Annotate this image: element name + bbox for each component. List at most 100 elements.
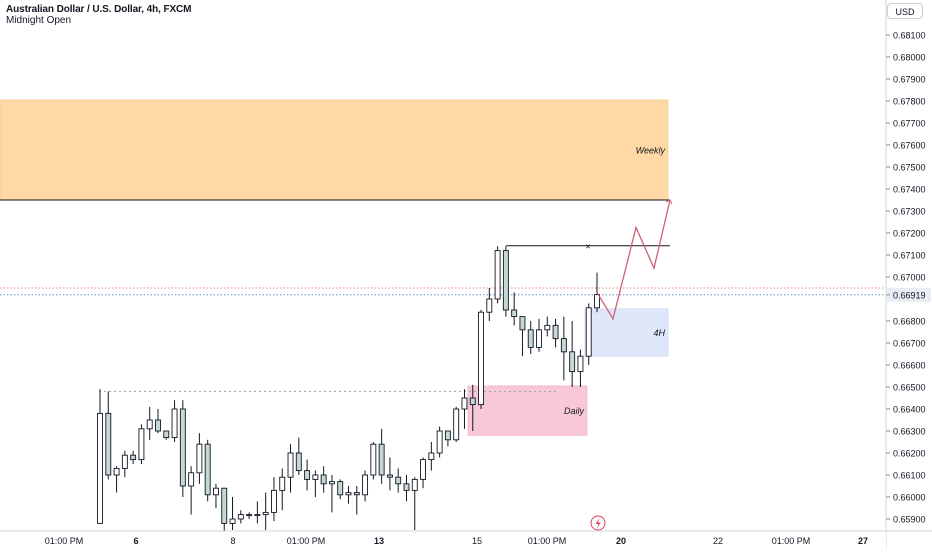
candle[interactable]	[395, 468, 402, 493]
candle[interactable]	[378, 428, 385, 484]
candle[interactable]	[320, 466, 327, 493]
candle[interactable]	[271, 477, 277, 522]
candle[interactable]	[246, 512, 253, 519]
candle-body	[337, 481, 344, 496]
current-price-label: 0.66919	[893, 290, 926, 300]
candle[interactable]	[312, 470, 319, 497]
time-tick-label: 01:00 PM	[45, 536, 84, 546]
candle[interactable]	[188, 466, 195, 515]
candle[interactable]	[536, 318, 542, 352]
time-tick-label: 01:00 PM	[772, 536, 811, 546]
lightning-icon-bolt	[595, 518, 601, 529]
candle-body	[544, 324, 551, 331]
candle[interactable]	[494, 246, 501, 304]
zone-4h[interactable]	[584, 308, 669, 357]
candle[interactable]	[370, 442, 377, 480]
candle-body	[138, 428, 145, 461]
time-tick-label: 6	[133, 536, 138, 546]
candle[interactable]	[155, 409, 161, 434]
candle[interactable]	[527, 321, 534, 354]
candle[interactable]	[486, 288, 493, 321]
price-tick-label: 0.67700	[893, 119, 926, 129]
candle-body	[569, 351, 576, 373]
candle[interactable]	[146, 406, 153, 440]
candle[interactable]	[295, 437, 302, 475]
candle[interactable]	[420, 457, 426, 489]
price-axis-bg	[886, 0, 932, 550]
candle[interactable]	[411, 477, 418, 530]
candle-body	[436, 430, 443, 454]
chart-title: Australian Dollar / U.S. Dollar, 4h, FXC…	[6, 4, 192, 15]
candle-body	[345, 492, 352, 496]
currency-button[interactable]: USD	[887, 3, 923, 19]
candle-body	[469, 397, 476, 406]
candle[interactable]	[345, 486, 352, 504]
candle[interactable]	[229, 497, 236, 530]
price-tick-label: 0.67300	[893, 207, 926, 217]
candle-body	[130, 454, 137, 461]
candle[interactable]	[469, 384, 476, 431]
zone-weekly[interactable]	[0, 99, 669, 201]
candle[interactable]	[544, 316, 551, 337]
candle[interactable]	[436, 426, 443, 458]
candle-body	[246, 514, 253, 517]
candle[interactable]	[552, 318, 559, 348]
candle[interactable]	[502, 246, 509, 317]
candle-body	[287, 452, 294, 478]
candle[interactable]	[328, 475, 335, 513]
candle[interactable]	[262, 492, 269, 530]
levels-layer: ×	[0, 199, 886, 392]
candle[interactable]	[287, 444, 294, 493]
candle[interactable]	[213, 483, 219, 508]
candle-body	[444, 430, 451, 441]
candle[interactable]	[353, 486, 360, 515]
candle[interactable]	[179, 400, 186, 497]
candle[interactable]	[304, 459, 311, 491]
candle[interactable]	[362, 470, 369, 502]
price-tick-label: 0.66700	[893, 339, 926, 349]
candle-body	[502, 250, 509, 311]
candle[interactable]	[337, 479, 344, 500]
candle[interactable]	[204, 439, 211, 502]
price-tick-label: 0.66400	[893, 405, 926, 415]
candle[interactable]	[163, 430, 170, 440]
candle[interactable]	[577, 349, 584, 387]
candle[interactable]	[113, 466, 120, 493]
candle[interactable]	[478, 310, 484, 409]
candle[interactable]	[97, 389, 103, 524]
candle[interactable]	[560, 316, 567, 381]
indicator-label[interactable]: Midnight Open	[6, 15, 72, 26]
price-tick-label: 0.67900	[893, 75, 926, 85]
candle[interactable]	[279, 468, 286, 511]
candle[interactable]	[130, 450, 137, 464]
candle[interactable]	[105, 391, 112, 480]
zone-daily[interactable]	[467, 385, 588, 436]
candle[interactable]	[386, 457, 393, 491]
projection-path[interactable]	[596, 199, 671, 321]
candle[interactable]	[511, 292, 518, 326]
lightning-icon[interactable]	[590, 515, 606, 531]
candle[interactable]	[237, 510, 244, 524]
price-tick-label: 0.67200	[893, 229, 926, 239]
candle-body	[271, 489, 277, 513]
candle-body	[461, 397, 468, 410]
candle[interactable]	[569, 321, 576, 387]
candle[interactable]	[171, 400, 178, 442]
candle[interactable]	[428, 442, 435, 471]
zone-label-daily: Daily	[564, 406, 585, 416]
price-tick-label: 0.66200	[893, 449, 926, 459]
candle[interactable]	[461, 389, 468, 429]
candle[interactable]	[138, 424, 145, 464]
candle[interactable]	[254, 501, 261, 524]
candle-body	[204, 443, 211, 496]
candle[interactable]	[121, 450, 128, 478]
candle[interactable]	[519, 316, 526, 357]
candle[interactable]	[403, 475, 410, 502]
candle[interactable]	[444, 430, 451, 447]
candle[interactable]	[196, 433, 203, 484]
candle[interactable]	[453, 406, 460, 442]
candle[interactable]	[585, 303, 592, 365]
candle-body	[560, 338, 567, 353]
